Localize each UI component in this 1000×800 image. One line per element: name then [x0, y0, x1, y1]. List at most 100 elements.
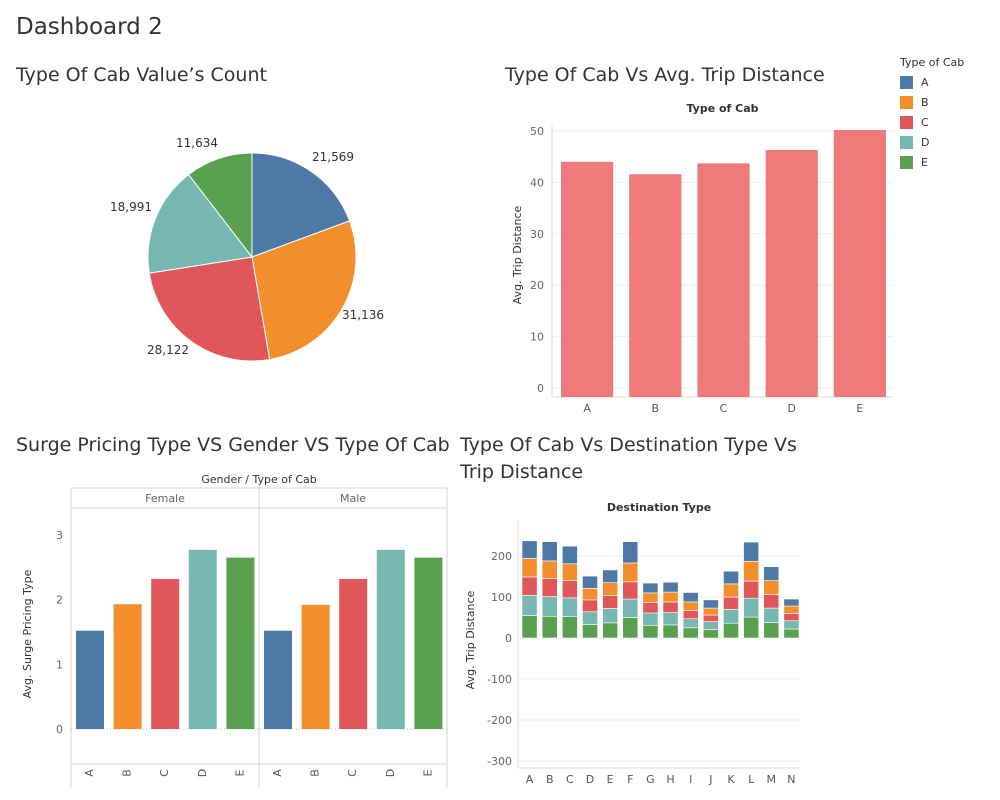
stack-segment-e-a[interactable]	[602, 569, 619, 583]
stack-segment-e-c[interactable]	[602, 595, 619, 609]
stack-segment-n-c[interactable]	[783, 613, 800, 622]
stack-segment-e-b[interactable]	[602, 582, 619, 596]
surge-bar-male-a[interactable]	[264, 630, 292, 729]
stack-segment-f-a[interactable]	[622, 541, 639, 564]
stack-segment-d-b[interactable]	[582, 588, 598, 601]
stack-segment-h-d[interactable]	[662, 612, 679, 626]
pie-chart[interactable]: 21,569 31,136 28,122 18,991 11,634	[110, 136, 384, 362]
stack-segment-a-d[interactable]	[521, 595, 538, 616]
stack-segment-c-d[interactable]	[561, 597, 578, 617]
stack-segment-j-e[interactable]	[702, 629, 719, 639]
stack-segment-c-b[interactable]	[561, 563, 578, 581]
stack-segment-l-e[interactable]	[743, 616, 760, 639]
stack-segment-f-b[interactable]	[622, 562, 639, 583]
stack-segment-m-b[interactable]	[763, 580, 780, 595]
stack-segment-d-a[interactable]	[582, 575, 598, 589]
stack-segment-g-a[interactable]	[642, 582, 659, 594]
stack-segment-c-c[interactable]	[561, 580, 578, 599]
stack-segment-c-e[interactable]	[561, 616, 578, 639]
stack-segment-l-b[interactable]	[743, 561, 760, 582]
bar-e[interactable]	[833, 129, 886, 398]
stack-segment-g-d[interactable]	[642, 612, 659, 626]
surge-pricing-chart[interactable]: Gender / Type of Cab 0 1 2 3 Female A B C D E Male A…	[21, 473, 448, 788]
legend-item-e[interactable]: E	[900, 152, 964, 172]
legend-item-a[interactable]: A	[900, 72, 964, 92]
pie-slice-b[interactable]	[251, 220, 357, 361]
stack-segment-n-e[interactable]	[783, 628, 800, 639]
stack-segment-m-e[interactable]	[763, 622, 780, 639]
stack-segment-j-a[interactable]	[702, 599, 719, 609]
stack-segment-a-c[interactable]	[521, 576, 538, 596]
stack-segment-d-d[interactable]	[582, 611, 598, 625]
stack-segment-k-a[interactable]	[723, 570, 739, 585]
stack-segment-j-d[interactable]	[702, 621, 719, 630]
stack-segment-b-a[interactable]	[541, 541, 558, 562]
trip-distance-bar-chart[interactable]: Type of Cab 0 10 20 30 40 50 A B C D E Avg. Trip Dis…	[511, 102, 893, 415]
stack-segment-i-e[interactable]	[682, 627, 699, 639]
destination-stacked-chart[interactable]: Destination Type -300 -200 -100 0 100 200 A B C D E…	[464, 501, 800, 786]
stack-segment-l-a[interactable]	[743, 541, 760, 562]
stack-segment-d-e[interactable]	[582, 624, 598, 639]
stack-segment-e-e[interactable]	[602, 622, 619, 639]
stack-segment-n-d[interactable]	[783, 620, 800, 630]
surge-bar-female-c[interactable]	[151, 578, 180, 729]
stack-segment-n-a[interactable]	[783, 598, 800, 607]
stack-segment-b-e[interactable]	[541, 615, 558, 639]
stack-segment-l-c[interactable]	[743, 580, 760, 599]
stack-segment-g-c[interactable]	[642, 602, 659, 614]
surge-bar-female-d[interactable]	[188, 549, 217, 729]
stack-segment-k-c[interactable]	[723, 596, 739, 610]
stack-segment-h-e[interactable]	[662, 624, 679, 639]
stack-segment-h-a[interactable]	[662, 581, 679, 593]
bar-d[interactable]	[765, 150, 818, 397]
surge-bar-female-e[interactable]	[226, 557, 255, 729]
surge-bar-female-b[interactable]	[113, 604, 142, 729]
stack-segment-a-a[interactable]	[521, 540, 538, 559]
bar-a[interactable]	[561, 161, 614, 397]
surge-bar-male-c[interactable]	[339, 578, 368, 729]
stack-segment-m-d[interactable]	[763, 607, 780, 623]
surge-bar-male-b[interactable]	[301, 604, 330, 729]
stack-segment-n-b[interactable]	[783, 605, 800, 614]
stack-segment-b-d[interactable]	[541, 596, 558, 617]
stack-segment-f-e[interactable]	[622, 617, 639, 639]
stack-segment-c-a[interactable]	[561, 545, 578, 565]
bar-b[interactable]	[629, 174, 682, 397]
stack-segment-g-e[interactable]	[642, 624, 659, 639]
legend-item-b[interactable]: B	[900, 92, 964, 112]
stack-segment-b-c[interactable]	[541, 578, 558, 597]
stack-segment-m-a[interactable]	[763, 566, 780, 581]
stack-segment-l-d[interactable]	[743, 597, 760, 618]
stack-segment-k-b[interactable]	[723, 583, 739, 598]
stack-segment-i-b[interactable]	[682, 601, 699, 611]
stack-segment-a-e[interactable]	[521, 615, 538, 639]
legend-item-d[interactable]: D	[900, 132, 964, 152]
stack-segment-j-c[interactable]	[702, 614, 719, 622]
stack-segment-g-b[interactable]	[642, 592, 659, 603]
stack-segment-i-c[interactable]	[682, 610, 699, 620]
stack-segment-i-a[interactable]	[682, 592, 699, 603]
surge-bar-male-e[interactable]	[414, 557, 443, 729]
pie-slice-a[interactable]	[251, 152, 351, 258]
stack-segment-k-d[interactable]	[723, 608, 739, 624]
stack-segment-h-c[interactable]	[662, 601, 679, 613]
stack-segment-i-d[interactable]	[682, 618, 699, 629]
stack-segment-f-d[interactable]	[622, 598, 639, 618]
stack-segment-a-b[interactable]	[521, 558, 538, 578]
stack-segment-j-b[interactable]	[702, 607, 719, 616]
stack-segment-d-c[interactable]	[582, 599, 598, 613]
pie-slice-c[interactable]	[148, 256, 271, 362]
stack-segment-f-c[interactable]	[622, 581, 639, 600]
pie-slice-d[interactable]	[147, 173, 253, 274]
pie-slice-e[interactable]	[187, 152, 253, 259]
bar-c[interactable]	[697, 163, 750, 397]
stack-segment-h-b[interactable]	[662, 591, 679, 603]
legend-item-c[interactable]: C	[900, 112, 964, 132]
stack-segment-m-c[interactable]	[763, 594, 780, 609]
surge-bar-female-a[interactable]	[76, 630, 104, 729]
surge-bar-male-d[interactable]	[376, 549, 405, 729]
stack-segment-b-b[interactable]	[541, 560, 558, 579]
stack-segment-k-e[interactable]	[723, 622, 739, 639]
